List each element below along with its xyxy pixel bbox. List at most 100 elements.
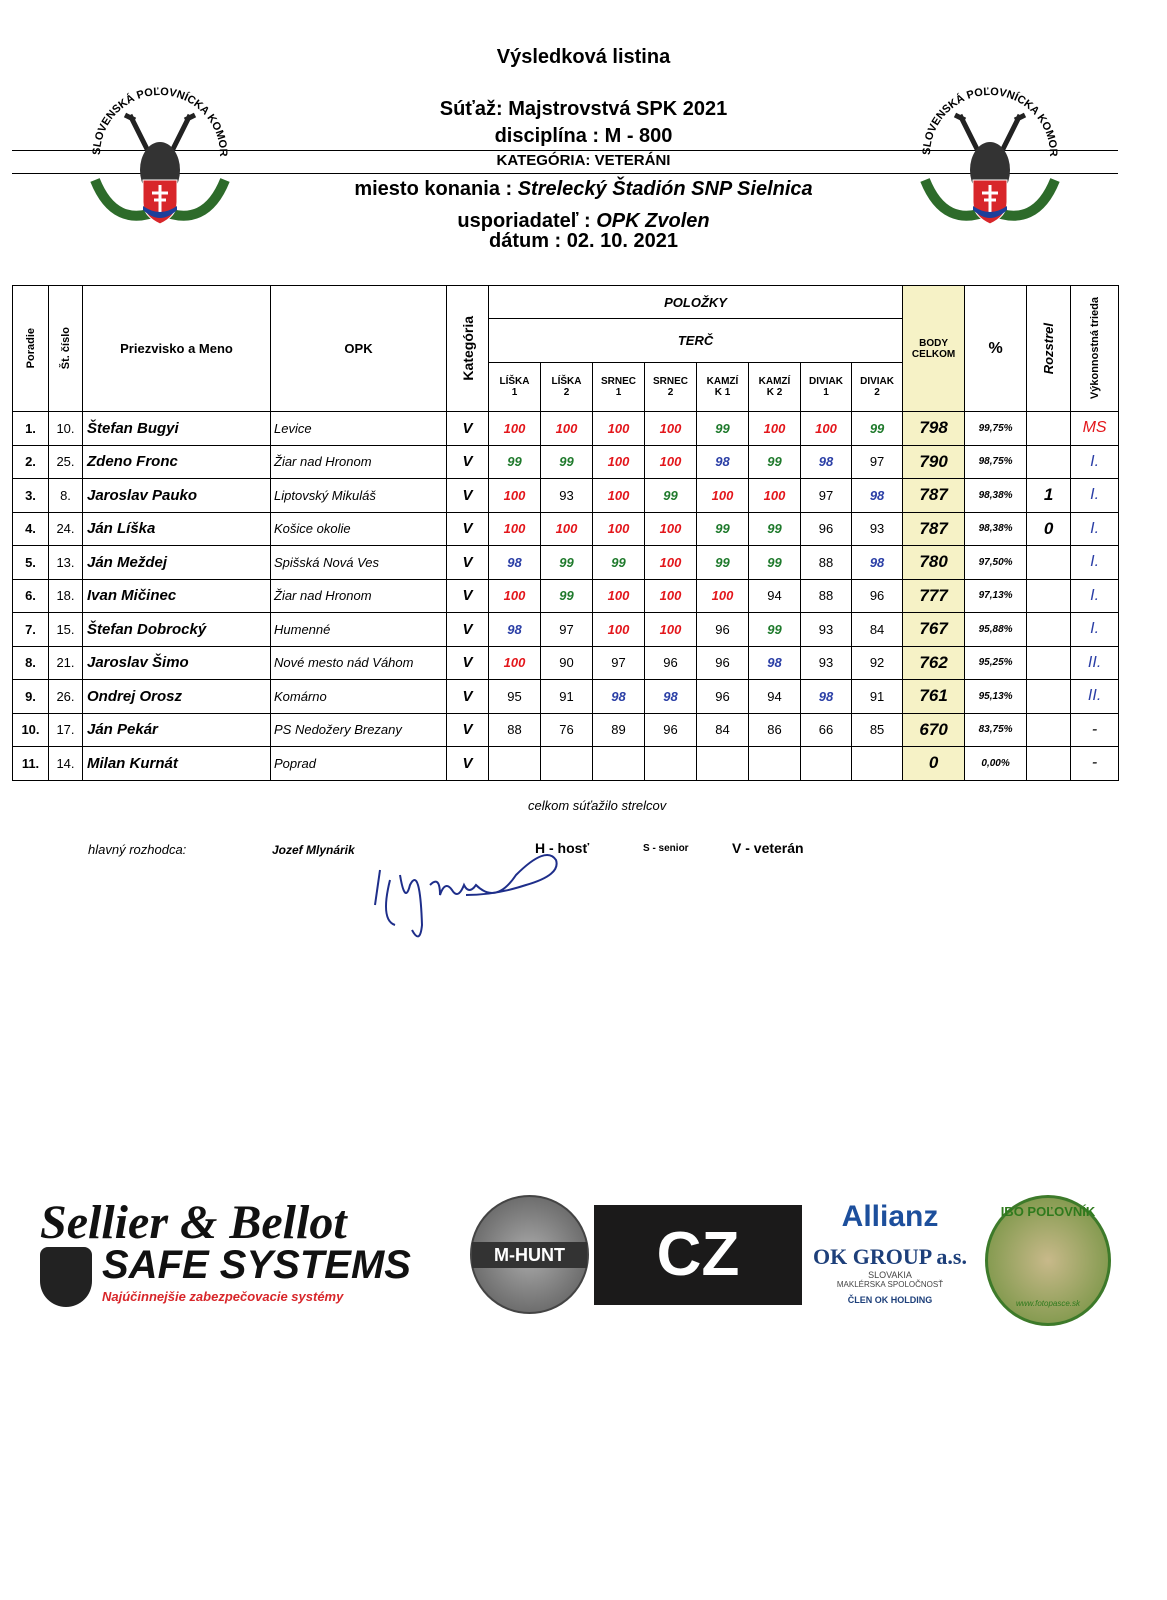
mhunt-text: M-HUNT (472, 1242, 587, 1268)
rank: 7. (12, 612, 49, 647)
score: 100 (800, 411, 852, 446)
empty-cell (540, 746, 593, 781)
score: 88 (488, 712, 541, 747)
shootoff: 0 (1026, 511, 1072, 546)
score: 100 (644, 578, 697, 613)
start-number: 18. (48, 578, 83, 613)
score: 98 (644, 679, 697, 714)
score: 86 (748, 712, 801, 747)
category: V (446, 612, 489, 647)
target-number: 1 (511, 387, 518, 398)
class: - (1070, 746, 1120, 781)
score: 100 (488, 578, 541, 613)
safe-name: SAFE SYSTEMS (102, 1243, 411, 1287)
total: 777 (902, 578, 966, 613)
score: 99 (748, 545, 801, 580)
target-header: KAMZÍ K 1 (696, 362, 749, 412)
score: 98 (488, 545, 541, 580)
category: V (446, 511, 489, 546)
score: 96 (696, 679, 749, 714)
organizer: OPK Zvolen (596, 210, 710, 232)
referee: Jozef Mlynárik (272, 843, 355, 857)
score: 91 (540, 679, 593, 714)
legend-veteran: V - veterán (732, 840, 804, 856)
target-number: 2 (563, 387, 570, 398)
opk: Košice okolie (270, 511, 447, 546)
start-number: 24. (48, 511, 83, 546)
result-row: 4. 24. Ján Líška Košice okolie V 100 100 100 100… (12, 511, 1120, 546)
score: 100 (644, 444, 697, 479)
name: Ján Líška (82, 511, 271, 546)
sb-name: Sellier & Bellot (40, 1196, 347, 1249)
result-row: 6. 18. Ivan Mičinec Žiar nad Hronom V 100 99 10… (12, 578, 1120, 613)
percent: 97,50% (964, 545, 1028, 580)
empty-cell (1026, 746, 1072, 781)
opk: Levice (270, 411, 447, 446)
total: 761 (902, 679, 966, 714)
logo-left: SLOVENSKÁ POĽOVNÍCKA KOMORA (75, 60, 230, 225)
opk: PS Nedožery Brezany (270, 712, 447, 747)
name: Jaroslav Pauko (82, 478, 271, 513)
empty-cell (488, 746, 541, 781)
venue-label: miesto konania : (354, 178, 513, 200)
empty-cell (1026, 411, 1072, 446)
score: 98 (850, 545, 904, 580)
empty-cell (1026, 545, 1072, 580)
target-header: KAMZÍ K 2 (748, 362, 801, 412)
score: 99 (850, 411, 904, 446)
empty-cell (1026, 578, 1072, 613)
score: 85 (850, 712, 904, 747)
cz-logo: CZ (594, 1205, 802, 1305)
empty-cell (1026, 679, 1072, 714)
shootoff: 1 (1026, 478, 1072, 513)
organizer-line: usporiadateľ : OPK Zvolen (0, 210, 1167, 233)
allianz-text: Allianz (841, 1200, 939, 1233)
total: 787 (902, 478, 966, 513)
class: I. (1070, 478, 1120, 513)
category-band (12, 150, 1118, 174)
name: Jaroslav Šimo (82, 645, 271, 680)
discipline: disciplína : M - 800 (494, 125, 673, 147)
header-text: Poradie (24, 328, 37, 369)
score: 98 (800, 444, 852, 479)
score: 93 (540, 478, 593, 513)
empty-cell (644, 746, 697, 781)
empty-cell (696, 746, 749, 781)
rank: 11. (12, 746, 49, 781)
header-cell: Poradie (12, 285, 49, 412)
score: 98 (488, 612, 541, 647)
score: 100 (696, 478, 749, 513)
name: Štefan Dobrocký (82, 612, 271, 647)
target-name: LÍŠKA (551, 376, 582, 387)
target-number: 2 (667, 387, 674, 398)
score: 99 (540, 444, 593, 479)
score: 93 (800, 645, 852, 680)
percent: 99,75% (964, 411, 1028, 446)
score: 99 (540, 578, 593, 613)
logo-text: SLOVENSKÁ POĽOVNÍCKA KOMORA (75, 60, 229, 157)
start-number: 15. (48, 612, 83, 647)
empty-cell (800, 746, 852, 781)
class: I. (1070, 444, 1120, 479)
ibo-logo: IBO POĽOVNÍK www.fotopasce.sk (985, 1195, 1111, 1326)
score: 97 (800, 478, 852, 513)
start-number: 25. (48, 444, 83, 479)
score: 100 (644, 411, 697, 446)
target-name: KAMZÍ (758, 376, 791, 387)
percent: 0,00% (964, 746, 1028, 781)
organizer-label: usporiadateľ : (457, 210, 591, 232)
score: 84 (850, 612, 904, 647)
score: 94 (748, 679, 801, 714)
name: Milan Kurnát (82, 746, 271, 781)
score: 98 (850, 478, 904, 513)
percent: 95,88% (964, 612, 1028, 647)
header-cell: % (964, 285, 1028, 412)
class: I. (1070, 578, 1120, 613)
total-shooters: celkom súťažilo strelcov (528, 798, 667, 813)
score: 98 (592, 679, 645, 714)
result-row: 7. 15. Štefan Dobrocký Humenné V 98 97 100 100 96… (12, 612, 1120, 647)
score: 91 (850, 679, 904, 714)
rank: 6. (12, 578, 49, 613)
total: 798 (902, 411, 966, 446)
target-header: DIVIAK 1 (800, 362, 852, 412)
